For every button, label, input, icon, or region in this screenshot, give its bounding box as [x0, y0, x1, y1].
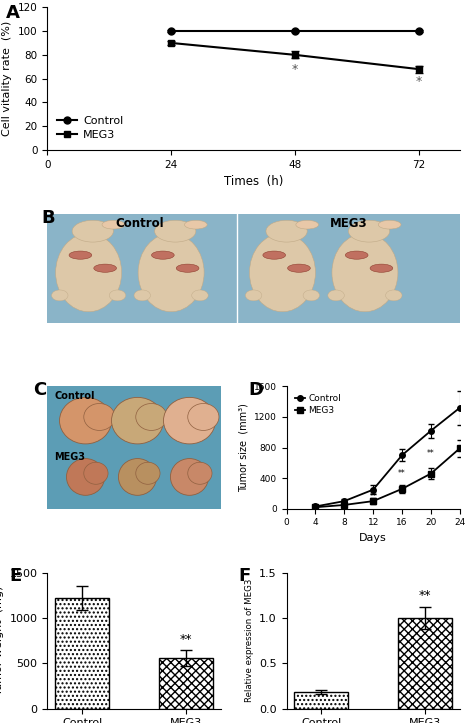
Ellipse shape	[296, 221, 319, 229]
Ellipse shape	[263, 251, 285, 260]
Text: A: A	[6, 4, 20, 22]
MEG3	[292, 51, 298, 59]
Ellipse shape	[346, 251, 368, 260]
Text: **: **	[427, 449, 435, 458]
X-axis label: Days: Days	[359, 533, 387, 543]
Line: Control: Control	[313, 405, 463, 509]
Control	[312, 502, 318, 511]
Ellipse shape	[249, 234, 316, 312]
MEG3	[168, 38, 174, 47]
Text: Control: Control	[116, 217, 164, 230]
Control	[370, 485, 376, 494]
Ellipse shape	[266, 221, 307, 242]
Ellipse shape	[191, 290, 208, 301]
Bar	[159, 658, 213, 709]
Text: **: **	[419, 589, 431, 602]
Legend: Control, MEG3: Control, MEG3	[53, 111, 128, 145]
Text: F: F	[238, 567, 250, 585]
Ellipse shape	[55, 234, 122, 312]
Ellipse shape	[155, 221, 196, 242]
Ellipse shape	[136, 403, 167, 430]
Ellipse shape	[102, 221, 125, 229]
Ellipse shape	[378, 221, 401, 229]
Ellipse shape	[118, 458, 156, 495]
Text: *: *	[415, 75, 422, 88]
Control	[399, 451, 405, 460]
Line: MEG3: MEG3	[168, 40, 422, 72]
Text: B: B	[41, 210, 55, 228]
Ellipse shape	[332, 234, 398, 312]
Ellipse shape	[84, 462, 108, 484]
X-axis label: Times  (h): Times (h)	[224, 175, 283, 188]
Text: **: **	[180, 633, 192, 646]
Bar	[398, 618, 452, 709]
Control	[341, 497, 347, 505]
Ellipse shape	[152, 251, 174, 260]
Ellipse shape	[188, 403, 219, 430]
Ellipse shape	[328, 290, 344, 301]
Text: **: **	[398, 469, 406, 478]
Ellipse shape	[164, 398, 216, 444]
Ellipse shape	[188, 462, 212, 484]
Ellipse shape	[109, 290, 126, 301]
Ellipse shape	[246, 290, 262, 301]
Text: *: *	[292, 63, 298, 76]
Ellipse shape	[60, 398, 111, 444]
Legend: Control, MEG3: Control, MEG3	[291, 391, 345, 419]
Text: D: D	[248, 382, 264, 400]
Text: Control: Control	[55, 391, 95, 401]
Text: C: C	[34, 382, 47, 400]
Control	[428, 427, 434, 435]
Ellipse shape	[69, 251, 92, 260]
MEG3	[457, 444, 463, 453]
Ellipse shape	[52, 290, 68, 301]
MEG3	[370, 497, 376, 505]
Ellipse shape	[138, 234, 204, 312]
Ellipse shape	[134, 290, 151, 301]
Ellipse shape	[385, 290, 402, 301]
Ellipse shape	[171, 458, 209, 495]
Ellipse shape	[370, 264, 393, 273]
Bar	[294, 692, 348, 709]
Y-axis label: Relative expression of MEG3: Relative expression of MEG3	[245, 579, 254, 702]
Ellipse shape	[66, 458, 105, 495]
MEG3	[341, 500, 347, 509]
Y-axis label: Tumor weight  (mg): Tumor weight (mg)	[0, 586, 4, 696]
Ellipse shape	[72, 221, 113, 242]
Control	[416, 27, 421, 35]
Ellipse shape	[94, 264, 117, 273]
MEG3	[312, 503, 318, 512]
Text: MEG3: MEG3	[329, 217, 367, 230]
Text: E: E	[9, 567, 21, 585]
Line: Control: Control	[168, 27, 422, 35]
Ellipse shape	[136, 462, 160, 484]
Ellipse shape	[303, 290, 319, 301]
Ellipse shape	[176, 264, 199, 273]
Ellipse shape	[84, 403, 115, 430]
Ellipse shape	[184, 221, 207, 229]
MEG3	[416, 65, 421, 74]
Text: MEG3: MEG3	[55, 453, 85, 463]
Control	[292, 27, 298, 35]
Ellipse shape	[111, 398, 164, 444]
MEG3	[399, 484, 405, 493]
Line: MEG3: MEG3	[313, 445, 463, 510]
Control	[168, 27, 174, 35]
Text: **: **	[369, 492, 377, 502]
Ellipse shape	[348, 221, 390, 242]
Y-axis label: Cell vitality rate  (%): Cell vitality rate (%)	[2, 21, 12, 136]
Ellipse shape	[288, 264, 310, 273]
MEG3	[428, 469, 434, 478]
Bar	[55, 598, 109, 709]
Y-axis label: Tumor size  (mm³): Tumor size (mm³)	[238, 403, 248, 492]
Control	[457, 403, 463, 412]
